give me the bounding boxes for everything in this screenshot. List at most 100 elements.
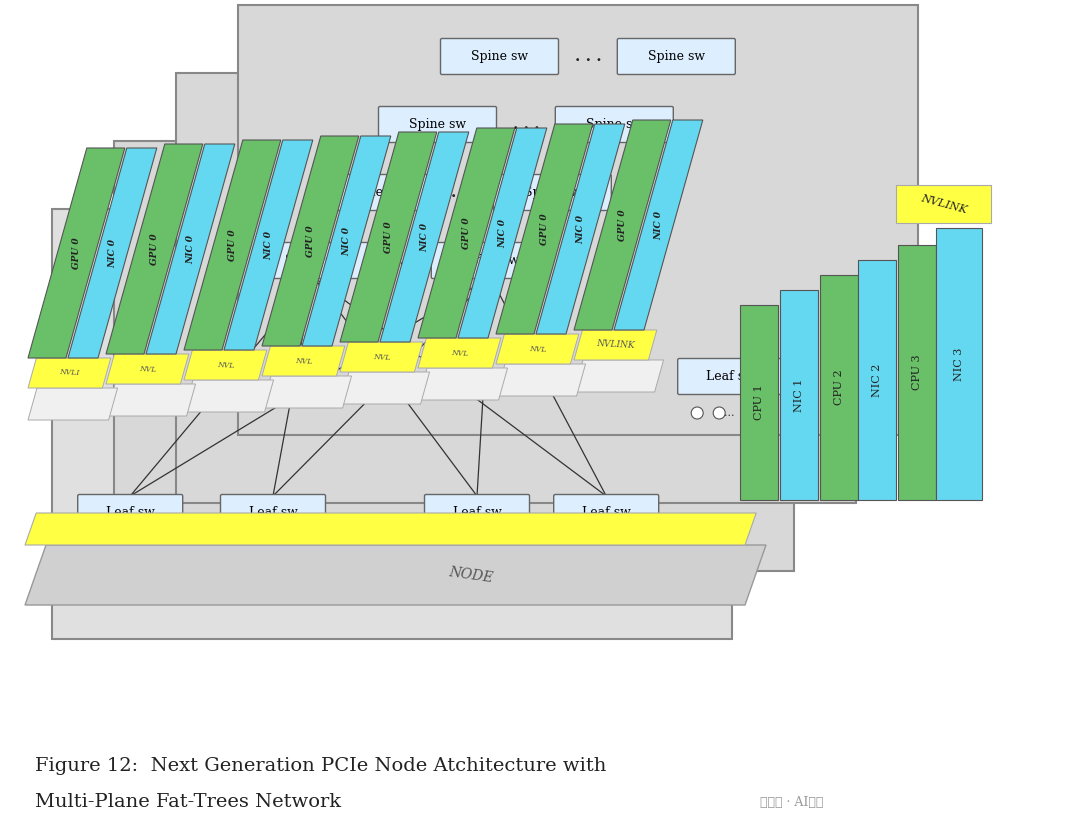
Polygon shape (25, 513, 756, 545)
Polygon shape (25, 545, 766, 605)
Text: NVLINK: NVLINK (919, 193, 968, 215)
FancyBboxPatch shape (441, 38, 558, 74)
Polygon shape (418, 128, 515, 338)
Polygon shape (496, 334, 579, 364)
Text: . . .: . . . (575, 49, 602, 63)
Text: Figure 12:  Next Generation PCIe Node Atchitecture with: Figure 12: Next Generation PCIe Node Atc… (35, 757, 606, 775)
Text: ...: ... (124, 544, 134, 554)
Circle shape (567, 543, 579, 555)
FancyBboxPatch shape (678, 359, 783, 394)
Text: Spine sw: Spine sw (347, 186, 404, 199)
Polygon shape (496, 124, 593, 334)
Text: ...: ... (471, 544, 482, 554)
Polygon shape (184, 140, 281, 350)
Polygon shape (573, 360, 663, 392)
Text: 公众号 · AI闲谈: 公众号 · AI闲谈 (760, 796, 823, 808)
Text: NVLINK: NVLINK (596, 339, 635, 350)
Text: NIC 0: NIC 0 (342, 227, 351, 255)
Text: ...: ... (724, 408, 734, 418)
Text: NVL: NVL (217, 360, 234, 369)
Text: GPU 0: GPU 0 (306, 225, 315, 257)
Polygon shape (302, 136, 391, 346)
Text: Leaf sw: Leaf sw (582, 506, 631, 519)
Circle shape (284, 543, 296, 555)
Text: Spine sw: Spine sw (585, 118, 643, 131)
FancyBboxPatch shape (424, 495, 529, 530)
Circle shape (163, 543, 175, 555)
Bar (780, 290, 818, 500)
Text: NVL: NVL (295, 357, 312, 365)
Bar (858, 260, 896, 500)
Polygon shape (458, 128, 546, 338)
Text: Multi-Plane Fat-Trees Network: Multi-Plane Fat-Trees Network (35, 793, 341, 811)
Text: NIC 0: NIC 0 (498, 219, 507, 248)
Circle shape (91, 543, 104, 555)
Polygon shape (496, 364, 585, 396)
Text: Spine sw: Spine sw (524, 186, 581, 199)
Text: NVLI: NVLI (59, 369, 80, 378)
Bar (936, 228, 982, 500)
Text: GPU 0: GPU 0 (540, 214, 549, 245)
Text: GPU 0: GPU 0 (228, 229, 237, 261)
Text: NVL: NVL (138, 364, 157, 374)
Bar (176, 73, 856, 503)
FancyBboxPatch shape (316, 174, 434, 210)
Text: GPU 0: GPU 0 (618, 209, 626, 241)
Text: NIC 3: NIC 3 (954, 347, 964, 380)
FancyBboxPatch shape (431, 243, 550, 279)
Circle shape (306, 543, 318, 555)
Text: . . .: . . . (389, 254, 415, 268)
Text: GPU 0: GPU 0 (72, 237, 81, 269)
Polygon shape (340, 372, 430, 404)
Text: NIC 2: NIC 2 (872, 364, 882, 397)
Text: NIC 0: NIC 0 (576, 214, 585, 244)
Circle shape (113, 543, 125, 555)
Text: GPU 0: GPU 0 (462, 217, 471, 249)
Text: GPU 0: GPU 0 (383, 221, 393, 253)
Text: Spine sw: Spine sw (285, 254, 342, 267)
Bar (740, 305, 778, 500)
Text: NVL: NVL (373, 353, 390, 361)
FancyBboxPatch shape (554, 495, 659, 530)
FancyBboxPatch shape (255, 243, 373, 279)
FancyBboxPatch shape (378, 107, 497, 143)
Text: NIC 0: NIC 0 (108, 239, 117, 268)
Circle shape (438, 543, 450, 555)
Circle shape (713, 407, 725, 419)
Text: NODE: NODE (448, 565, 495, 585)
Bar (896, 185, 991, 223)
FancyBboxPatch shape (494, 174, 611, 210)
Circle shape (639, 543, 651, 555)
Bar (114, 141, 794, 571)
Circle shape (141, 543, 153, 555)
Circle shape (460, 543, 472, 555)
Polygon shape (28, 388, 118, 420)
Polygon shape (106, 144, 203, 354)
Circle shape (617, 543, 630, 555)
Polygon shape (262, 376, 352, 408)
Circle shape (256, 543, 268, 555)
Text: NVL: NVL (528, 344, 546, 354)
FancyBboxPatch shape (555, 107, 673, 143)
Text: NIC 0: NIC 0 (420, 223, 429, 252)
Text: Spine sw: Spine sw (462, 254, 518, 267)
Circle shape (510, 543, 522, 555)
Polygon shape (380, 132, 469, 342)
Polygon shape (536, 124, 625, 334)
Bar (897, 245, 936, 500)
Polygon shape (184, 350, 267, 380)
Circle shape (590, 543, 602, 555)
Polygon shape (418, 338, 501, 368)
Polygon shape (184, 380, 273, 412)
Text: CPU 2: CPU 2 (834, 369, 843, 405)
FancyBboxPatch shape (78, 495, 183, 530)
Text: . . .: . . . (513, 118, 539, 132)
Text: NIC 0: NIC 0 (186, 234, 194, 264)
Polygon shape (615, 120, 703, 330)
Bar (238, 5, 918, 435)
Polygon shape (106, 354, 189, 384)
Text: ...: ... (267, 544, 278, 554)
Text: NVL: NVL (450, 349, 469, 358)
Text: NIC 0: NIC 0 (653, 210, 663, 239)
Text: Leaf sw: Leaf sw (453, 506, 501, 519)
